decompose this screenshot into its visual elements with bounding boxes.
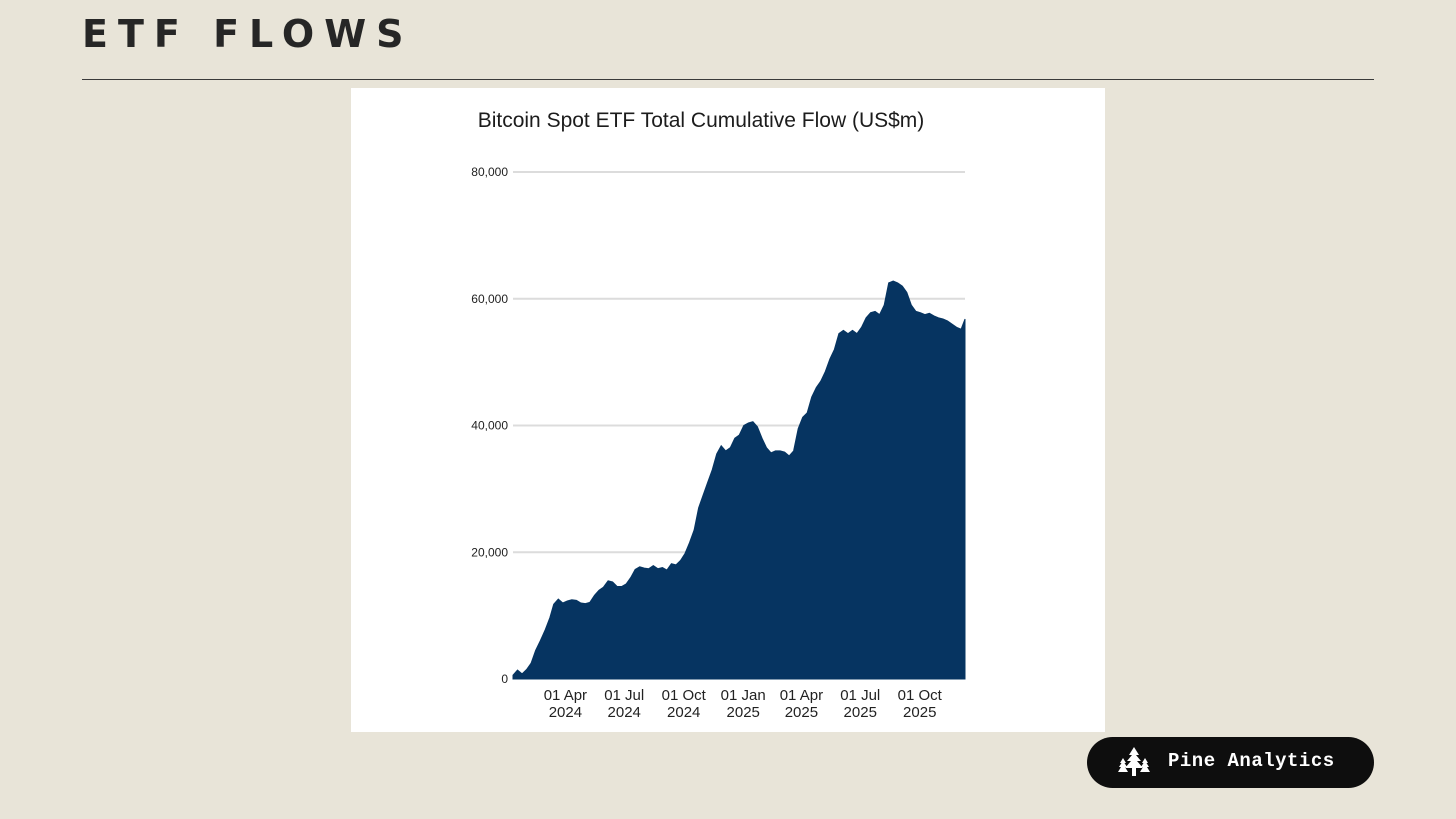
- y-tick-label: 20,000: [471, 545, 508, 559]
- title-divider: [82, 79, 1374, 80]
- y-tick-label: 60,000: [471, 292, 508, 306]
- cumulative-flow-chart: Bitcoin Spot ETF Total Cumulative Flow (…: [471, 109, 966, 721]
- brand-badge: Pine Analytics: [1087, 737, 1374, 788]
- cumulative-flow-area: [512, 280, 966, 680]
- y-tick-label: 0: [501, 672, 508, 686]
- x-tick-label: 01 Oct 2024: [662, 687, 707, 721]
- x-tick-label: 01 Apr 2024: [544, 687, 587, 721]
- x-tick-label: 01 Jul 2024: [604, 687, 644, 721]
- brand-name: Pine Analytics: [1168, 750, 1335, 772]
- area-layer: [512, 280, 966, 680]
- chart-card: Bitcoin Spot ETF Total Cumulative Flow (…: [351, 88, 1105, 732]
- y-tick-label: 40,000: [471, 419, 508, 433]
- y-tick-label: 80,000: [471, 165, 508, 179]
- x-tick-label: 01 Jul 2025: [840, 687, 880, 721]
- page-title: ETF FLOWS: [82, 12, 414, 56]
- x-axis-ticks: 01 Apr 2024 01 Jul 2024 01 Oct 2024 01 Jan 2025…: [544, 687, 943, 721]
- x-tick-label: 01 Apr 2025: [780, 687, 823, 721]
- y-axis-ticks: 0 20,000 40,000 60,000 80,000: [471, 165, 508, 686]
- pine-tree-icon: [1118, 747, 1150, 776]
- x-tick-label: 01 Oct 2025: [898, 687, 943, 721]
- chart-title: Bitcoin Spot ETF Total Cumulative Flow (…: [478, 109, 925, 132]
- x-tick-label: 01 Jan 2025: [721, 687, 766, 721]
